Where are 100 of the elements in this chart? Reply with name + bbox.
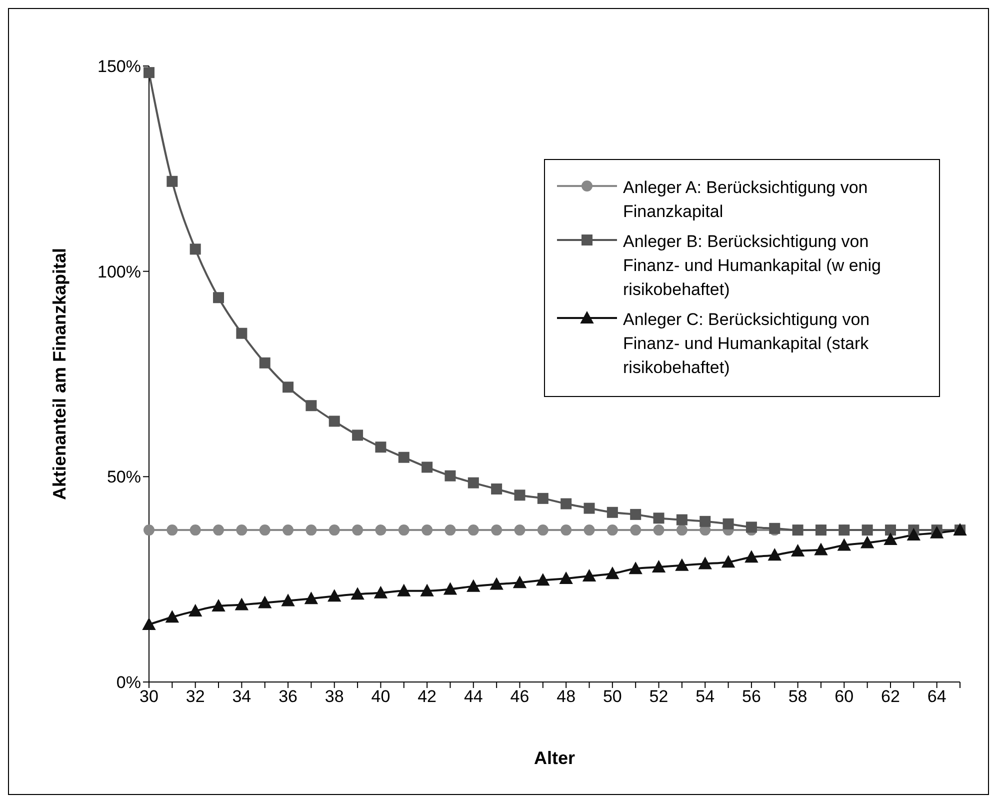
point bbox=[444, 470, 456, 482]
point bbox=[584, 524, 595, 536]
point bbox=[306, 524, 317, 536]
point bbox=[768, 548, 782, 561]
point bbox=[513, 576, 526, 588]
point bbox=[791, 544, 804, 556]
legend-label: Anleger A: Berücksichtigung von Finanzkapital bbox=[623, 177, 869, 223]
point bbox=[375, 442, 386, 453]
point bbox=[282, 524, 294, 536]
x-axis-title: Alter bbox=[534, 748, 576, 768]
point bbox=[722, 556, 735, 568]
x-tick-label: 42 bbox=[418, 687, 437, 706]
x-tick-label: 34 bbox=[232, 687, 252, 706]
point bbox=[582, 570, 596, 582]
point bbox=[491, 524, 502, 536]
point bbox=[328, 524, 340, 536]
point bbox=[491, 483, 502, 494]
point bbox=[838, 538, 851, 551]
point bbox=[537, 492, 548, 504]
x-tick-label: 30 bbox=[140, 687, 158, 706]
point bbox=[213, 524, 224, 536]
point bbox=[884, 533, 897, 545]
x-tick-label: 38 bbox=[324, 687, 344, 706]
point bbox=[258, 596, 272, 608]
point bbox=[190, 244, 201, 255]
x-tick-label: 52 bbox=[649, 687, 668, 706]
point bbox=[560, 572, 573, 584]
point bbox=[397, 584, 410, 596]
point bbox=[375, 524, 386, 536]
point bbox=[188, 604, 202, 616]
point bbox=[398, 524, 410, 536]
point bbox=[722, 518, 734, 530]
y-tick-label: 150% bbox=[98, 57, 141, 76]
point bbox=[560, 498, 572, 510]
point bbox=[212, 600, 226, 612]
point bbox=[930, 526, 944, 538]
point bbox=[306, 400, 317, 412]
point bbox=[676, 514, 688, 526]
point bbox=[537, 524, 548, 536]
point bbox=[352, 430, 364, 441]
point bbox=[236, 524, 248, 536]
x-tick-label: 62 bbox=[881, 687, 900, 706]
point bbox=[420, 584, 434, 596]
legend-label: Anleger C: Berücksichtigung von Finanz- und Humankapital (stark risikobehaftet) bbox=[623, 309, 871, 379]
point bbox=[907, 528, 920, 540]
y-tick-label: 0% bbox=[116, 673, 141, 692]
point bbox=[444, 582, 457, 595]
point bbox=[282, 382, 294, 393]
point bbox=[700, 516, 711, 527]
x-tick-label: 48 bbox=[556, 687, 576, 706]
point bbox=[166, 610, 179, 623]
x-tick-label: 64 bbox=[927, 687, 946, 706]
x-tick-label: 50 bbox=[602, 687, 622, 706]
x-tick-label: 32 bbox=[186, 687, 205, 706]
x-tick-label: 54 bbox=[696, 687, 715, 706]
point bbox=[351, 588, 364, 600]
point bbox=[652, 560, 666, 573]
point bbox=[235, 598, 248, 610]
point bbox=[536, 574, 550, 586]
point bbox=[236, 328, 248, 339]
point bbox=[606, 524, 618, 536]
point bbox=[630, 524, 642, 536]
y-tick-label: 50% bbox=[106, 468, 141, 487]
x-tick-label: 36 bbox=[278, 687, 298, 706]
point bbox=[328, 416, 340, 427]
point bbox=[675, 558, 688, 571]
point bbox=[606, 506, 618, 518]
point bbox=[166, 176, 178, 187]
x-tick-label: 44 bbox=[464, 687, 483, 706]
point bbox=[144, 524, 154, 536]
point bbox=[259, 357, 270, 368]
point bbox=[860, 536, 874, 548]
point bbox=[352, 524, 364, 536]
legend-label: Anleger B: Berücksichtigung von Finanz- und Humankapital (w enig risikobehaftet) bbox=[623, 231, 882, 301]
point bbox=[374, 586, 388, 598]
point bbox=[653, 512, 664, 524]
point bbox=[468, 477, 479, 488]
point bbox=[213, 292, 224, 304]
point bbox=[653, 524, 664, 536]
point bbox=[190, 524, 201, 536]
point bbox=[166, 524, 178, 536]
point bbox=[142, 618, 156, 630]
point bbox=[282, 594, 295, 606]
point bbox=[398, 452, 410, 463]
point bbox=[584, 502, 595, 514]
point bbox=[328, 590, 341, 602]
point bbox=[422, 462, 433, 473]
point bbox=[560, 524, 572, 536]
x-tick-label: 40 bbox=[371, 687, 390, 706]
point bbox=[514, 490, 526, 501]
x-tick-label: 60 bbox=[834, 687, 854, 706]
point bbox=[698, 557, 712, 570]
point bbox=[466, 580, 480, 592]
point bbox=[814, 543, 828, 556]
y-axis-title: Aktienanteil am Finanzkapital bbox=[49, 248, 70, 500]
point bbox=[444, 524, 456, 536]
point bbox=[629, 562, 642, 574]
point bbox=[468, 524, 479, 536]
point bbox=[744, 550, 758, 563]
y-tick-label: 100% bbox=[98, 262, 141, 282]
